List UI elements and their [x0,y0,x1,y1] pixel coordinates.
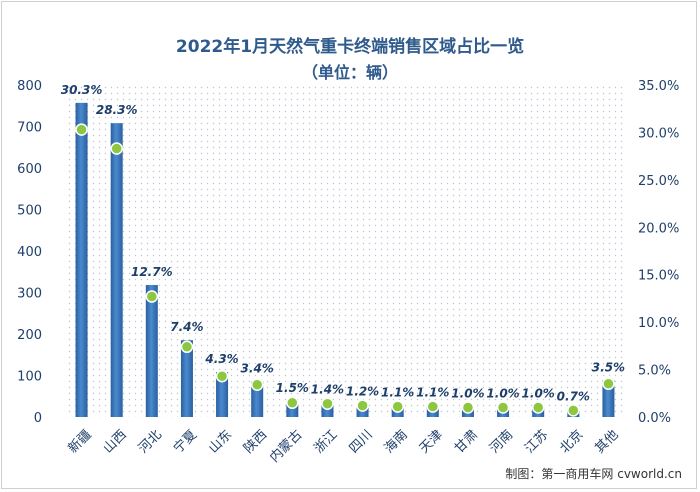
y2-tick-label: 35.0% [638,79,679,94]
y-tick-label: 600 [17,162,42,177]
pct-marker-山西 [110,142,123,155]
y2-tick-label: 10.0% [638,316,679,331]
bar-宁夏 [180,340,193,417]
y-tick-label: 100 [17,370,42,385]
data-label-陕西: 3.4% [241,362,274,376]
pct-marker-江苏 [531,401,545,414]
y2-tick-label: 5.0% [638,364,671,379]
pct-marker-其他 [602,377,615,391]
data-label-海南: 1.1% [381,385,414,399]
category-label-江苏: 江苏 [522,427,552,457]
bar-山东 [216,372,229,417]
pct-marker-甘肃 [461,401,475,414]
data-label-宁夏: 7.4% [170,320,203,334]
y2-tick-label: 15.0% [638,269,679,284]
y2-tick-label: 20.0% [638,221,679,236]
category-label-内蒙古: 内蒙古 [266,427,305,466]
pct-marker-内蒙古 [286,396,299,410]
pct-marker-山东 [215,369,229,383]
category-label-其他: 其他 [592,427,621,456]
pct-marker-四川 [356,399,369,412]
data-label-浙江: 1.4% [311,382,344,396]
data-label-河南: 1.0% [486,387,519,401]
pct-marker-新疆 [75,123,88,136]
data-label-甘肃: 1.0% [451,387,484,401]
bar-陕西 [251,381,264,417]
category-label-海南: 海南 [381,427,411,457]
category-label-新疆: 新疆 [65,427,95,457]
y-tick-label: 800 [17,79,42,94]
data-label-江苏: 1.0% [522,387,555,401]
data-label-天津: 1.1% [416,385,449,399]
category-label-浙江: 浙江 [311,427,340,456]
category-label-北京: 北京 [557,427,586,456]
y2-tick-label: 30.0% [638,126,679,141]
bar-新疆 [75,102,88,417]
pct-marker-河南 [496,401,510,414]
pct-marker-河北 [145,290,159,303]
chart-subtitle: （单位：辆） [302,63,398,82]
y2-tick-label: 25.0% [638,174,679,189]
bar-其他 [602,380,615,417]
y-tick-label: 500 [17,204,42,219]
y-tick-label: 0 [34,411,42,426]
category-label-甘肃: 甘肃 [452,427,481,456]
category-label-陕西: 陕西 [241,427,270,456]
pct-marker-浙江 [321,397,334,410]
category-label-山东: 山东 [206,427,235,456]
category-label-天津: 天津 [417,427,446,456]
pct-marker-陕西 [250,378,264,391]
data-label-山西: 28.3% [96,103,138,117]
data-label-河北: 12.7% [131,265,173,279]
data-label-内蒙古: 1.5% [276,381,309,395]
pct-marker-北京 [567,404,580,417]
chart-title: 2022年1月天然气重卡终端销售区域占比一览 [176,36,524,57]
pct-marker-天津 [426,400,440,413]
data-label-其他: 3.5% [592,360,625,374]
source-note: 制图：第一商用车网 cvworld.cn [505,466,682,481]
category-label-山西: 山西 [101,427,130,456]
data-label-四川: 1.2% [346,385,379,399]
y2-tick-label: 0.0% [638,411,671,426]
category-label-四川: 四川 [347,427,376,456]
y-tick-label: 200 [17,328,42,343]
category-label-河南: 河南 [486,427,516,457]
bar-山西 [110,123,123,418]
bar-河北 [145,285,158,417]
y-tick-label: 300 [17,287,42,302]
pct-marker-海南 [391,400,404,413]
category-label-河北: 河北 [136,427,165,456]
y-tick-label: 700 [17,121,42,136]
y-tick-label: 400 [17,245,42,260]
category-label-宁夏: 宁夏 [170,427,200,457]
pct-marker-宁夏 [180,340,194,354]
data-label-北京: 0.7% [557,390,590,404]
data-label-山东: 4.3% [204,352,238,366]
data-label-新疆: 30.3% [61,83,103,97]
